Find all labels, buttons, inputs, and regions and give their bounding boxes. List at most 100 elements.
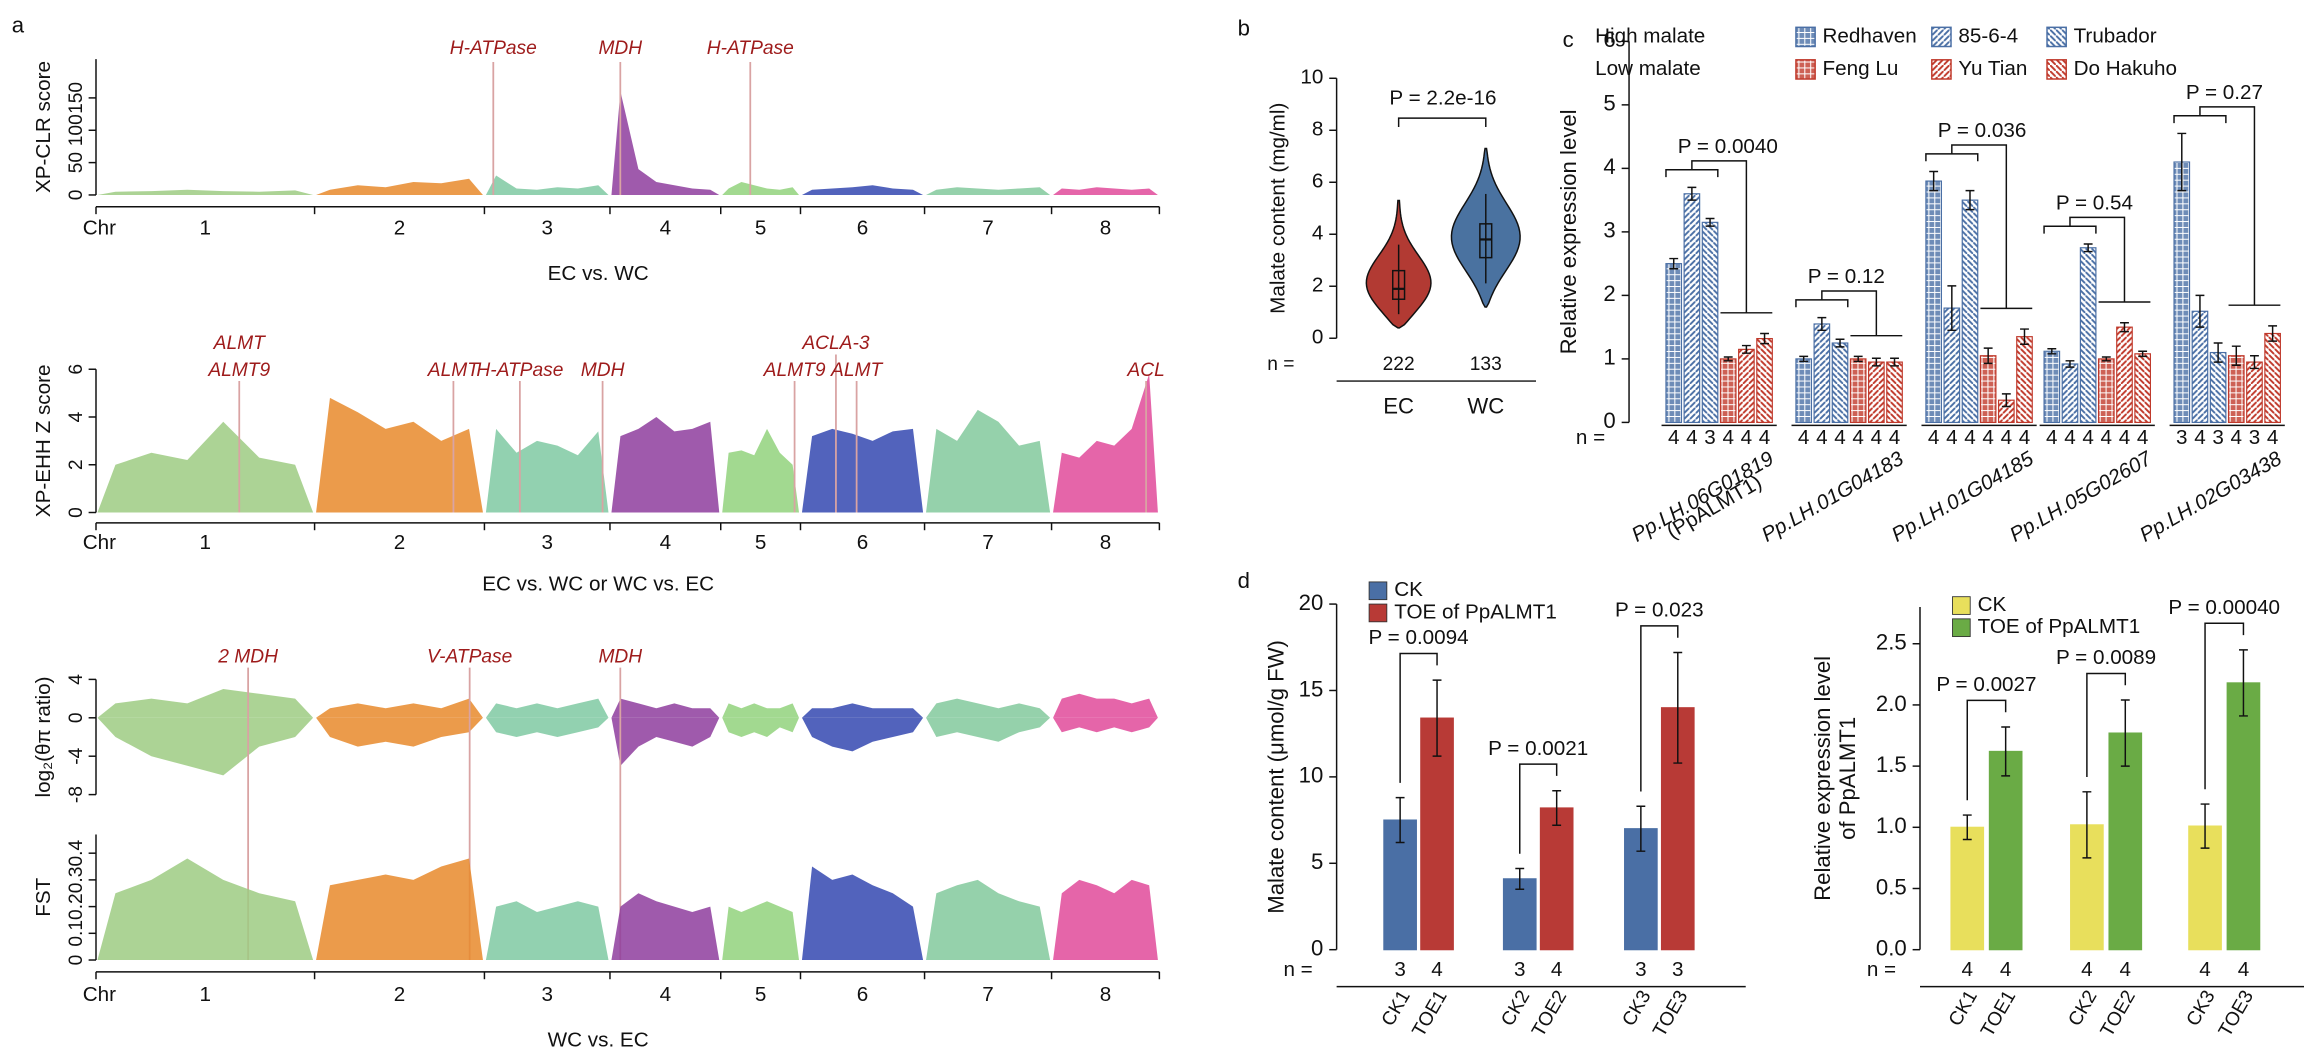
- error-bar: [2138, 350, 2148, 358]
- chromosome-signal: [926, 879, 1051, 961]
- legend-swatch: [1931, 59, 1952, 80]
- y-tick-label: 4: [1312, 222, 1323, 245]
- legend-label: TOE of PpALMT1: [1978, 615, 2141, 638]
- chromosome-signal: [485, 901, 609, 961]
- annotation-label: ALMT: [427, 360, 480, 381]
- box: [1479, 223, 1493, 259]
- n-count: 4: [1852, 426, 1863, 449]
- error-bar: [2101, 356, 2111, 362]
- error-bar: [1515, 867, 1525, 890]
- legend-swatch: [1795, 59, 1816, 80]
- y-tick-label: 0.1: [66, 920, 87, 947]
- y-tick-label: 0.4: [66, 840, 87, 867]
- annotation-label: ALMT9: [207, 360, 270, 381]
- y-tick-label: 0: [1311, 936, 1323, 961]
- y-tick-label: 2.0: [1876, 691, 1907, 716]
- n-count: 4: [2238, 958, 2249, 981]
- annotation-label: ACLA-3: [801, 333, 870, 354]
- chromosome-signal: [722, 703, 800, 718]
- n-label: n =: [1576, 426, 1605, 449]
- chromosome-signal: [1053, 717, 1158, 733]
- chromosome-signal: [1053, 187, 1158, 195]
- n-count: 3: [1704, 426, 1715, 449]
- x-tick-label: Pp.LH.02G03438: [2136, 447, 2286, 547]
- n-count: 4: [2199, 958, 2210, 981]
- annotation-label: H-ATPase: [476, 360, 563, 381]
- y-tick-label: 50: [66, 152, 87, 173]
- x-tick-label: TOE3: [2215, 987, 2258, 1041]
- chromosome-signal: [485, 175, 609, 195]
- error-bar: [2120, 321, 2129, 333]
- y-tick-label: -4: [66, 747, 87, 764]
- chr-number: 7: [982, 983, 993, 1006]
- error-bar: [2047, 348, 2057, 355]
- error-bar: [2268, 325, 2278, 342]
- error-bar: [1432, 679, 1442, 757]
- y-tick-label: 0: [1312, 326, 1323, 349]
- bar: [1950, 826, 1985, 951]
- p-bracket: [2204, 622, 2245, 790]
- legend-label: Redhaven: [1823, 24, 1917, 47]
- y-tick-label: 1: [1603, 345, 1615, 370]
- error-bar: [2001, 726, 2011, 777]
- panel-label: a: [12, 12, 25, 37]
- legend-group: High malate: [1595, 24, 1705, 47]
- chromosome-signal: [611, 91, 720, 195]
- legend-label: 85-6-4: [1958, 24, 2018, 47]
- chr-number: 6: [857, 531, 868, 554]
- bar: [1925, 180, 1943, 424]
- annotation-label: 2 MDH: [217, 646, 278, 667]
- error-bar: [1395, 796, 1405, 844]
- error-bar: [1760, 332, 1769, 345]
- y-tick-label: 1.5: [1876, 752, 1907, 777]
- x-tick-label: TOE1: [1977, 987, 2020, 1041]
- y-tick-label: 0: [66, 712, 87, 723]
- bar: [1886, 361, 1903, 424]
- legend-label: CK: [1978, 593, 2007, 616]
- y-tick-label: 6: [66, 364, 87, 375]
- p-value: P = 0.54: [2056, 192, 2133, 215]
- y-tick-label: 2: [1603, 281, 1615, 306]
- legend-swatch: [1952, 618, 1971, 638]
- y-tick-label: 0: [66, 955, 87, 966]
- legend-swatch: [1952, 596, 1971, 615]
- y-tick-label: 3: [1603, 218, 1615, 243]
- n-count: 4: [2120, 958, 2131, 981]
- y-tick-label: 6: [1312, 170, 1323, 193]
- bar: [1961, 199, 1979, 424]
- y-tick-label: 0: [1603, 408, 1615, 433]
- error-bar: [2231, 345, 2241, 366]
- y-tick-label: 2: [66, 459, 87, 470]
- y-tick-label: 10: [1299, 763, 1324, 788]
- chromosome-signal: [611, 416, 720, 513]
- x-tick-label: TOE2: [2097, 987, 2140, 1041]
- chromosome-signal: [801, 185, 924, 195]
- y-axis-label: of PpALMT1: [1835, 717, 1860, 840]
- error-bar: [1723, 356, 1733, 362]
- error-bar: [1853, 355, 1863, 363]
- n-count: 4: [1798, 426, 1809, 449]
- y-tick-label: 0.5: [1876, 874, 1907, 899]
- n-count: 4: [2019, 426, 2030, 449]
- p-value: P = 0.0021: [1488, 737, 1588, 760]
- error-bar: [1799, 355, 1809, 363]
- n-count: 133: [1470, 354, 1502, 375]
- y-tick-label: 10: [1300, 66, 1323, 89]
- error-bar: [2250, 354, 2259, 370]
- n-count: 4: [1759, 426, 1770, 449]
- bar: [1795, 358, 1813, 424]
- error-bar: [1687, 186, 1697, 201]
- n-count: 4: [1816, 426, 1827, 449]
- n-count: 4: [1889, 426, 1900, 449]
- n-count: 4: [1871, 426, 1882, 449]
- annotation-label: H-ATPase: [707, 38, 794, 59]
- error-bar: [1890, 357, 1899, 367]
- bar: [2226, 682, 2261, 951]
- x-axis-label: WC vs. EC: [548, 1029, 649, 1052]
- bar: [1979, 355, 1997, 424]
- n-count: 4: [1962, 958, 1973, 981]
- p-value: P = 0.0089: [2056, 646, 2156, 669]
- x-tick-label: TOE1: [1409, 987, 1452, 1041]
- bar: [1719, 358, 1737, 424]
- p-value: P = 2.2e-16: [1389, 86, 1496, 109]
